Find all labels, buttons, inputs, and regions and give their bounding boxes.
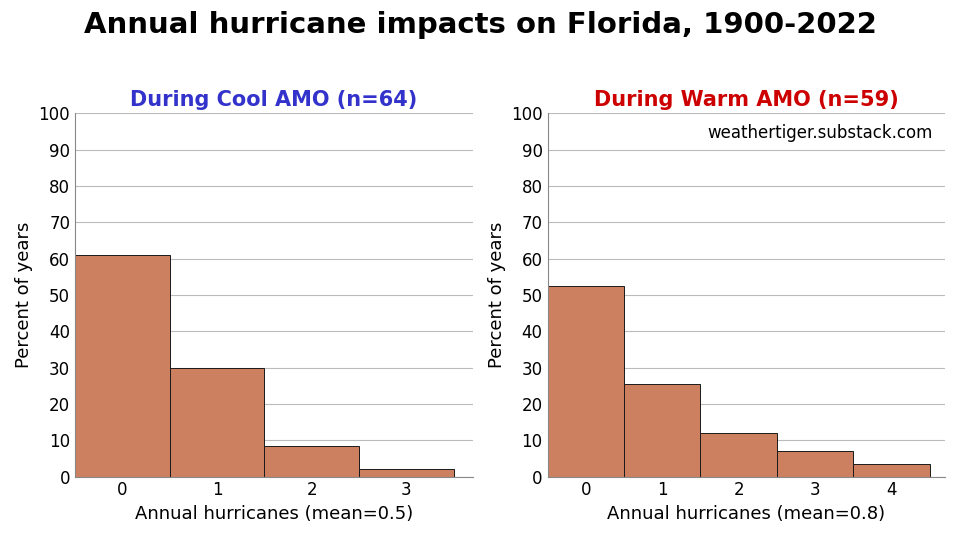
Bar xyxy=(359,469,453,477)
Bar xyxy=(701,433,777,477)
Bar xyxy=(75,255,170,477)
Bar xyxy=(170,367,264,477)
X-axis label: Annual hurricanes (mean=0.5): Annual hurricanes (mean=0.5) xyxy=(134,505,413,523)
Text: weathertiger.substack.com: weathertiger.substack.com xyxy=(708,124,933,142)
Bar xyxy=(777,451,853,477)
X-axis label: Annual hurricanes (mean=0.8): Annual hurricanes (mean=0.8) xyxy=(608,505,885,523)
Y-axis label: Percent of years: Percent of years xyxy=(488,222,506,368)
Text: Annual hurricane impacts on Florida, 1900-2022: Annual hurricane impacts on Florida, 190… xyxy=(84,11,876,39)
Title: During Warm AMO (n=59): During Warm AMO (n=59) xyxy=(594,90,899,110)
Bar xyxy=(624,384,701,477)
Bar xyxy=(853,464,929,477)
Bar xyxy=(264,445,359,477)
Title: During Cool AMO (n=64): During Cool AMO (n=64) xyxy=(131,90,418,110)
Y-axis label: Percent of years: Percent of years xyxy=(15,222,33,368)
Bar xyxy=(547,286,624,477)
